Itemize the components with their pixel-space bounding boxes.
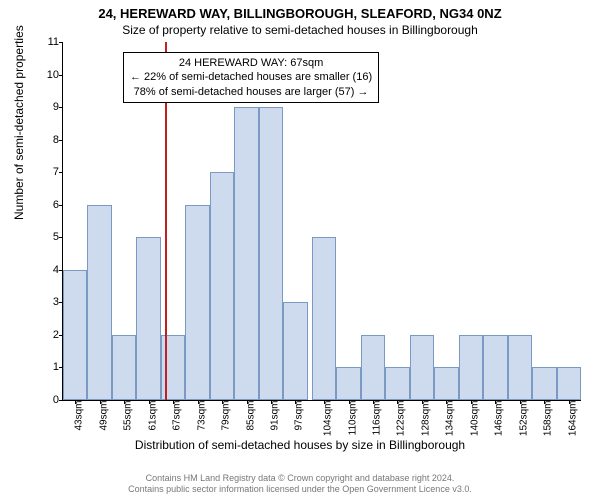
y-tick-mark — [59, 107, 63, 108]
histogram-bar — [532, 367, 556, 400]
histogram-bar — [259, 107, 283, 400]
y-tick-mark — [59, 140, 63, 141]
y-tick-mark — [59, 400, 63, 401]
histogram-bar — [185, 205, 209, 400]
histogram-bar — [283, 302, 307, 400]
chart-area: 0123456789101143sqm49sqm55sqm61sqm67sqm7… — [62, 42, 580, 400]
histogram-bar — [459, 335, 483, 400]
x-tick-mark — [198, 400, 199, 404]
chart-subtitle: Size of property relative to semi-detach… — [0, 21, 600, 37]
x-tick-label: 43sqm — [74, 401, 85, 431]
x-tick-label: 110sqm — [347, 401, 358, 436]
histogram-bar — [112, 335, 136, 400]
y-tick-label: 4 — [33, 264, 59, 276]
y-tick-label: 2 — [33, 329, 59, 341]
histogram-bar — [136, 237, 160, 400]
histogram-bar — [234, 107, 258, 400]
x-tick-mark — [247, 400, 248, 404]
footer-line-1: Contains HM Land Registry data © Crown c… — [0, 473, 600, 485]
histogram-bar — [385, 367, 409, 400]
x-tick-label: 104sqm — [323, 401, 334, 437]
x-tick-label: 85sqm — [245, 401, 256, 431]
x-tick-mark — [324, 400, 325, 404]
y-tick-mark — [59, 75, 63, 76]
x-tick-mark — [173, 400, 174, 404]
y-tick-label: 1 — [33, 361, 59, 373]
x-tick-mark — [271, 400, 272, 404]
x-tick-label: 122sqm — [396, 401, 407, 437]
chart-title: 24, HEREWARD WAY, BILLINGBOROUGH, SLEAFO… — [0, 0, 600, 21]
x-tick-mark — [544, 400, 545, 404]
histogram-bar — [210, 172, 234, 400]
footer-credits: Contains HM Land Registry data © Crown c… — [0, 473, 600, 496]
x-tick-mark — [222, 400, 223, 404]
chart-container: 24, HEREWARD WAY, BILLINGBOROUGH, SLEAFO… — [0, 0, 600, 500]
y-axis-label: Number of semi-detached properties — [12, 25, 26, 220]
y-tick-label: 11 — [33, 36, 59, 48]
y-tick-label: 3 — [33, 296, 59, 308]
x-tick-label: 128sqm — [420, 401, 431, 437]
y-tick-label: 9 — [33, 101, 59, 113]
y-tick-label: 0 — [33, 394, 59, 406]
x-tick-label: 61sqm — [147, 401, 158, 431]
x-tick-label: 164sqm — [567, 401, 578, 437]
x-tick-mark — [397, 400, 398, 404]
y-tick-mark — [59, 42, 63, 43]
x-tick-mark — [520, 400, 521, 404]
x-axis-label: Distribution of semi-detached houses by … — [0, 438, 600, 452]
x-tick-mark — [124, 400, 125, 404]
x-tick-mark — [422, 400, 423, 404]
x-tick-mark — [569, 400, 570, 404]
annotation-line-2: ← 22% of semi-detached houses are smalle… — [130, 70, 372, 84]
annotation-box: 24 HEREWARD WAY: 67sqm← 22% of semi-deta… — [123, 52, 379, 103]
y-tick-mark — [59, 172, 63, 173]
histogram-bar — [508, 335, 532, 400]
annotation-line-3: 78% of semi-detached houses are larger (… — [130, 85, 372, 99]
x-tick-label: 134sqm — [445, 401, 456, 437]
y-tick-mark — [59, 205, 63, 206]
y-tick-label: 10 — [33, 69, 59, 81]
x-tick-mark — [471, 400, 472, 404]
x-tick-mark — [295, 400, 296, 404]
x-tick-label: 146sqm — [494, 401, 505, 437]
histogram-bar — [361, 335, 385, 400]
histogram-bar — [63, 270, 87, 400]
y-tick-label: 8 — [33, 134, 59, 146]
x-tick-label: 116sqm — [371, 401, 382, 436]
x-tick-mark — [373, 400, 374, 404]
histogram-bar — [410, 335, 434, 400]
x-tick-label: 140sqm — [469, 401, 480, 437]
annotation-line-1: 24 HEREWARD WAY: 67sqm — [130, 56, 372, 70]
x-tick-mark — [75, 400, 76, 404]
x-tick-label: 97sqm — [294, 401, 305, 431]
plot-region: 0123456789101143sqm49sqm55sqm61sqm67sqm7… — [62, 42, 581, 401]
histogram-bar — [336, 367, 360, 400]
x-tick-mark — [149, 400, 150, 404]
footer-line-2: Contains public sector information licen… — [0, 484, 600, 496]
x-tick-mark — [100, 400, 101, 404]
x-tick-mark — [446, 400, 447, 404]
x-tick-label: 152sqm — [518, 401, 529, 437]
histogram-bar — [434, 367, 458, 400]
histogram-bar — [483, 335, 507, 400]
histogram-bar — [87, 205, 111, 400]
x-tick-label: 73sqm — [196, 401, 207, 431]
x-tick-label: 91sqm — [270, 401, 281, 431]
x-tick-mark — [349, 400, 350, 404]
y-tick-mark — [59, 237, 63, 238]
y-tick-label: 7 — [33, 166, 59, 178]
y-tick-label: 6 — [33, 199, 59, 211]
x-tick-label: 55sqm — [123, 401, 134, 431]
histogram-bar — [312, 237, 336, 400]
histogram-bar — [557, 367, 581, 400]
x-tick-label: 79sqm — [221, 401, 232, 431]
x-tick-label: 49sqm — [98, 401, 109, 431]
x-tick-mark — [495, 400, 496, 404]
y-tick-label: 5 — [33, 231, 59, 243]
x-tick-label: 67sqm — [172, 401, 183, 431]
x-tick-label: 158sqm — [543, 401, 554, 437]
